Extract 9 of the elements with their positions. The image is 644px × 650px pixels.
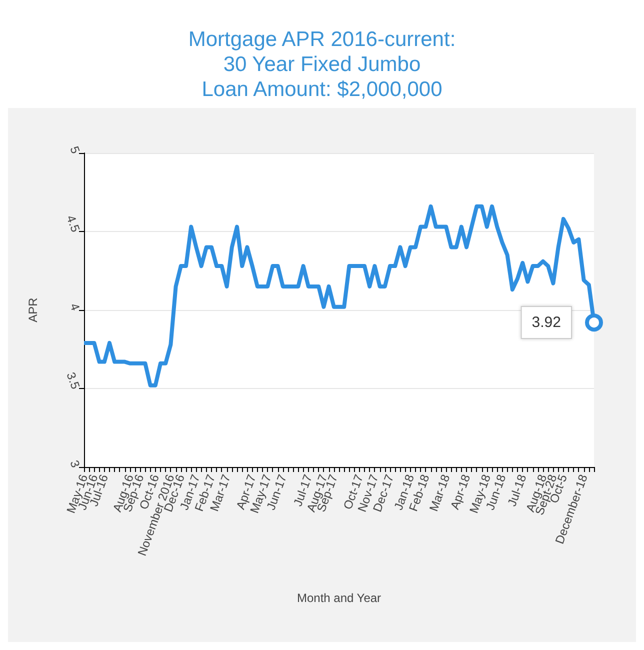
x-axis-title: Month and Year: [296, 591, 382, 605]
y-tick-label: 4.5: [64, 213, 83, 234]
y-tick-label: 3: [67, 458, 83, 470]
y-tick-label: 3.5: [64, 370, 83, 392]
chart-title: Mortgage APR 2016-current: 30 Year Fixed Jumbo Loan Amount: $2,000,000: [188, 28, 456, 101]
y-tick-label: 4: [67, 301, 83, 313]
y-axis-title: APR: [26, 297, 40, 322]
data-label: 3.92: [532, 314, 561, 332]
y-tick-label: 5: [67, 144, 83, 156]
